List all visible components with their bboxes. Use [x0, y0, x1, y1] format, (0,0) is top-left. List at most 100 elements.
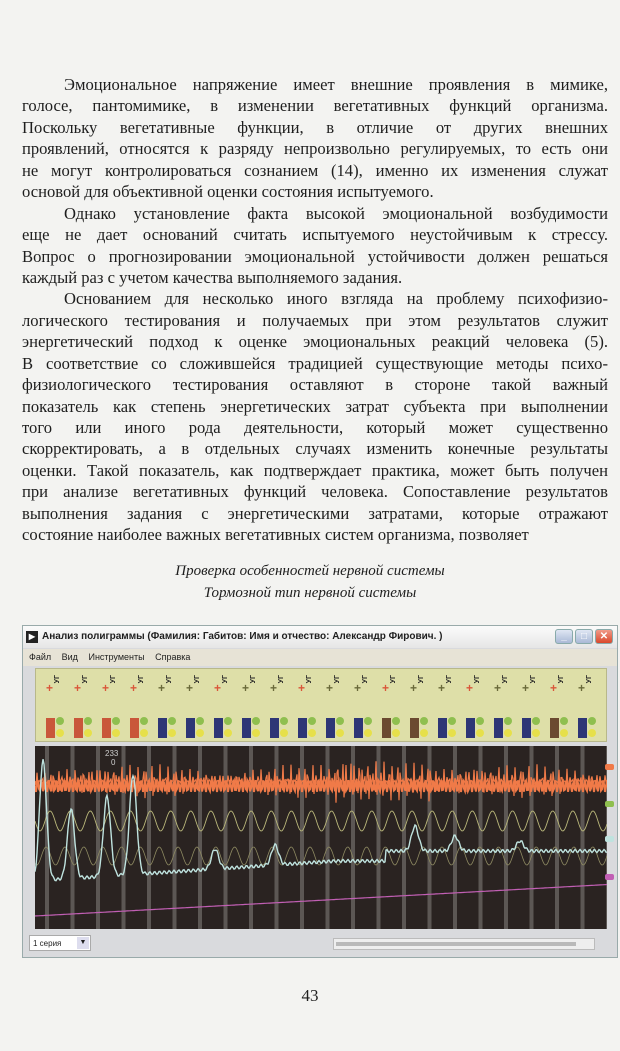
channel-marker-orange[interactable] [605, 764, 614, 770]
stimulus-channel[interactable]: + УГ [578, 673, 600, 739]
scrollbar-thumb[interactable] [336, 942, 576, 946]
channel-marker-green[interactable] [605, 801, 614, 807]
stimulus-marker-bar [351, 746, 355, 929]
stimulus-marker-bar [529, 746, 534, 929]
stimulus-channel[interactable]: + УГ [74, 673, 96, 739]
text-line: каждый раз с учетом качества выполняемог… [22, 267, 403, 287]
yellow-indicator-icon [560, 729, 568, 737]
stimulus-channel[interactable]: + УГ [46, 673, 68, 739]
yellow-indicator-icon [588, 729, 596, 737]
green-indicator-icon [448, 717, 456, 725]
channel-label: УГ [446, 675, 453, 684]
stimulus-marker-bar [223, 746, 228, 929]
plus-icon: + [438, 681, 446, 695]
stimulus-channel[interactable]: + УГ [522, 673, 544, 739]
channel-label: УГ [222, 675, 229, 684]
horizontal-scrollbar[interactable] [333, 938, 595, 950]
text-line: основой для объективной оценки состояния… [22, 182, 434, 202]
text-line: В соответствие со сложившейся традицией … [22, 353, 608, 373]
minimize-button[interactable]: _ [555, 629, 573, 644]
channel-label: УГ [586, 675, 593, 684]
menu-tools[interactable]: Инструменты [88, 652, 145, 662]
stimulus-channel[interactable]: + УГ [410, 673, 432, 739]
body-text: Эмоциональное напряжение имеет внешние п… [22, 74, 608, 546]
stimulus-block [354, 718, 363, 738]
stimulus-channel[interactable]: + УГ [158, 673, 180, 739]
stimulus-channel[interactable]: + УГ [214, 673, 236, 739]
yellow-indicator-icon [84, 729, 92, 737]
channel-marker-magenta[interactable] [605, 874, 614, 880]
stimulus-channel[interactable]: + УГ [186, 673, 208, 739]
stimulus-marker-bar [147, 746, 151, 929]
stimulus-channel[interactable]: + УГ [438, 673, 460, 739]
yellow-indicator-icon [112, 729, 120, 737]
stimulus-marker-bar [198, 746, 202, 929]
title-bar[interactable]: ▶ Анализ полиграммы (Фамилия: Габитов: И… [23, 626, 617, 648]
yellow-indicator-icon [252, 729, 260, 737]
stimulus-channel[interactable]: + УГ [550, 673, 572, 739]
channel-label: УГ [138, 675, 145, 684]
polygram-analysis-window: ▶ Анализ полиграммы (Фамилия: Габитов: И… [22, 625, 618, 958]
green-indicator-icon [336, 717, 344, 725]
yellow-indicator-icon [56, 729, 64, 737]
yellow-indicator-icon [364, 729, 372, 737]
app-icon: ▶ [26, 631, 38, 643]
text-line: Вопрос о прогнозировании эмоциональной у… [22, 246, 608, 266]
plus-icon: + [522, 681, 530, 695]
green-indicator-icon [308, 717, 316, 725]
text-line: еще не дает оснований считать испытуемог… [22, 225, 608, 245]
channel-label: УГ [278, 675, 285, 684]
stimulus-channel[interactable]: + УГ [130, 673, 152, 739]
stimulus-marker-bar [249, 746, 253, 929]
stimulus-block [270, 718, 279, 738]
stimulus-channel[interactable]: + УГ [102, 673, 124, 739]
yellow-indicator-icon [476, 729, 484, 737]
green-indicator-icon [168, 717, 176, 725]
readout-value-1: 233 [105, 749, 119, 758]
trace-orange-band [35, 777, 607, 795]
figure-caption-subtitle: Тормозной тип нервной системы [203, 585, 417, 601]
channel-markers [605, 746, 615, 929]
stimulus-channel[interactable]: + УГ [242, 673, 264, 739]
stimulus-block [74, 718, 83, 738]
stimulus-channel[interactable]: + УГ [382, 673, 404, 739]
stimulus-marker-bar [453, 746, 457, 929]
stimulus-marker-bar [172, 746, 177, 929]
channel-label: УГ [54, 675, 61, 684]
text-line: голосе, пантомимике, в изменении вегетат… [22, 96, 608, 116]
plus-icon: + [410, 681, 418, 695]
stimulus-block [382, 718, 391, 738]
menu-view[interactable]: Вид [61, 652, 78, 662]
yellow-indicator-icon [196, 729, 204, 737]
maximize-button[interactable]: □ [575, 629, 593, 644]
stimulus-block [522, 718, 531, 738]
stimulus-block [214, 718, 223, 738]
text-line: проявлений, относятся к разряду непроизв… [22, 139, 608, 159]
text-line: того или иного рода деятельности, которы… [22, 418, 608, 437]
channel-label: УГ [82, 675, 89, 684]
figure-caption-title: Проверка особенностей нервной системы [175, 563, 445, 579]
menu-help[interactable]: Справка [155, 652, 191, 662]
stimulus-channel[interactable]: + УГ [354, 673, 376, 739]
green-indicator-icon [84, 717, 92, 725]
stimulus-channel[interactable]: + УГ [270, 673, 292, 739]
stimulus-block [186, 718, 195, 738]
stimulus-channel[interactable]: + УГ [466, 673, 488, 739]
stimulus-channel[interactable]: + УГ [494, 673, 516, 739]
stimulus-block [46, 718, 55, 738]
menu-file[interactable]: Файл [29, 652, 52, 662]
plus-icon: + [186, 681, 194, 695]
close-button[interactable]: ✕ [595, 629, 613, 644]
stimulus-marker-bar [274, 746, 279, 929]
green-indicator-icon [112, 717, 120, 725]
stimulus-block [410, 718, 419, 738]
channel-marker-cyan[interactable] [605, 836, 614, 842]
stimulus-marker-bar [121, 746, 126, 929]
stimulus-channel[interactable]: + УГ [326, 673, 348, 739]
stimulus-marker-bar [325, 746, 330, 929]
channel-label: УГ [166, 675, 173, 684]
chevron-down-icon: ▼ [77, 937, 89, 949]
stimulus-channel[interactable]: + УГ [298, 673, 320, 739]
yellow-indicator-icon [420, 729, 428, 737]
series-select[interactable]: 1 серия ▼ [29, 935, 91, 951]
